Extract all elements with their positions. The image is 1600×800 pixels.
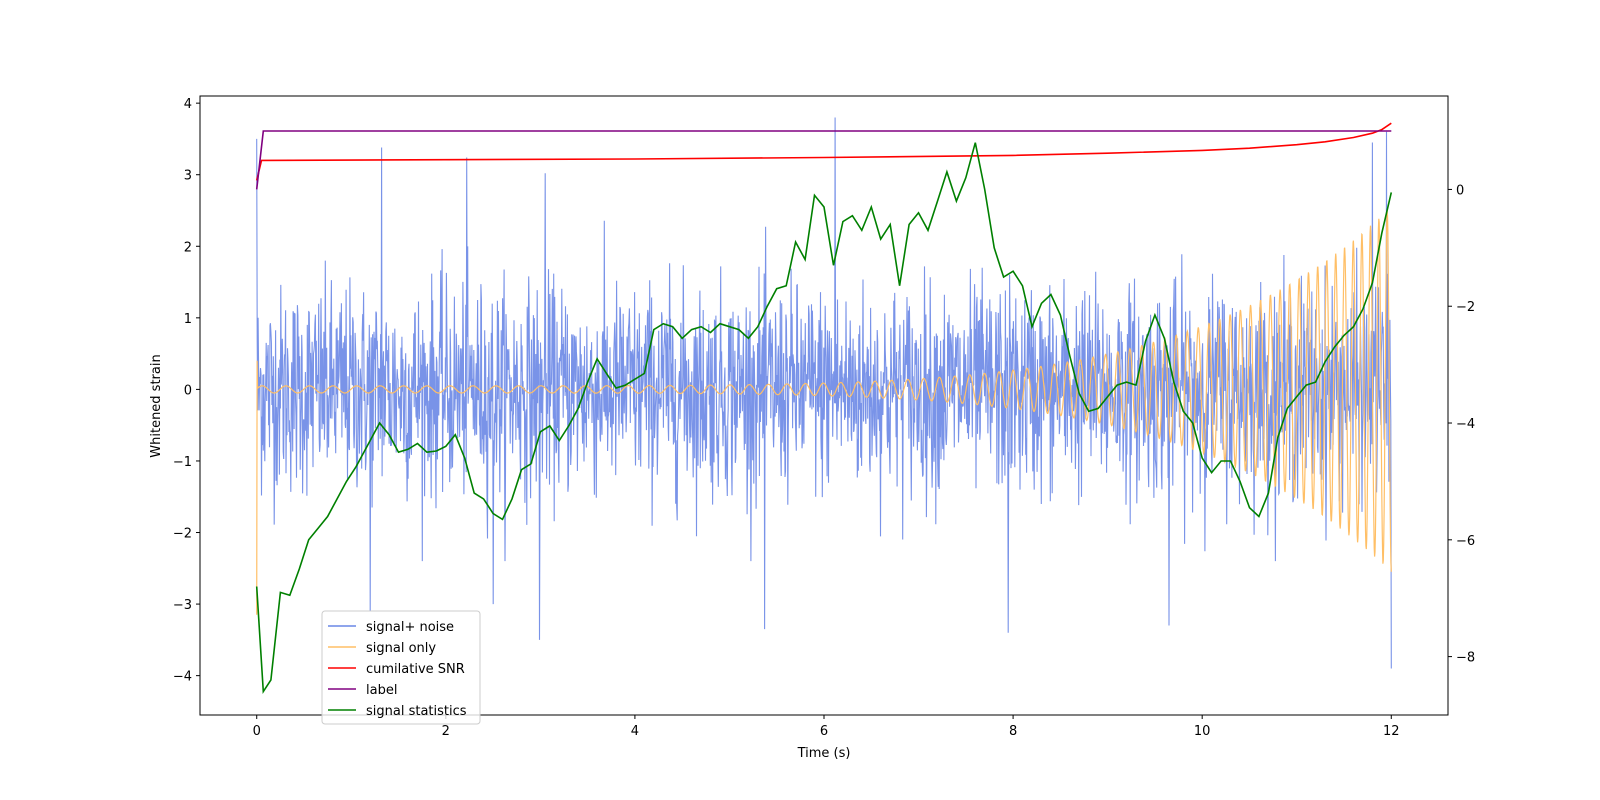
x-tick-label: 6 <box>820 724 828 739</box>
x-tick-label: 8 <box>1009 724 1017 739</box>
y-tick-label: −3 <box>173 598 192 613</box>
legend-item-cumulative-snr: cumilative SNR <box>328 662 465 677</box>
y-tick-label: −2 <box>173 527 192 542</box>
legend-label: signal+ noise <box>366 620 454 635</box>
y-axis-left: −4 −3 −2 −1 0 1 2 3 4 <box>173 97 200 685</box>
y-right-tick-label: −8 <box>1456 651 1475 666</box>
y-tick-label: 3 <box>184 169 192 184</box>
plot-area <box>255 117 1393 695</box>
x-tick-label: 4 <box>631 724 639 739</box>
legend-item-label: label <box>328 683 397 698</box>
y-axis-right: −8 −6 −4 −2 0 <box>1448 183 1475 666</box>
legend-label: label <box>366 683 397 698</box>
signal-statistics-line <box>255 142 1393 695</box>
y-tick-label: −1 <box>173 455 192 470</box>
legend-item-signal-noise: signal+ noise <box>328 620 454 635</box>
x-tick-label: 2 <box>442 724 450 739</box>
legend-label: signal statistics <box>366 704 467 719</box>
y-right-tick-label: −2 <box>1456 300 1475 315</box>
label-line <box>255 130 1392 190</box>
y-right-tick-label: 0 <box>1456 183 1464 198</box>
legend-item-signal-only: signal only <box>328 641 436 656</box>
x-tick-label: 10 <box>1194 724 1211 739</box>
legend-item-signal-statistics: signal statistics <box>328 704 467 719</box>
legend-label: signal only <box>366 641 436 656</box>
y-tick-label: 2 <box>184 240 192 255</box>
y-tick-label: −4 <box>173 670 192 685</box>
y-axis-label: Whitened strain <box>149 354 164 457</box>
y-right-tick-label: −4 <box>1456 417 1475 432</box>
x-axis-label: Time (s) <box>797 746 851 761</box>
signal-only-line <box>256 211 1392 615</box>
legend-box <box>321 610 481 725</box>
y-tick-label: 0 <box>184 383 192 398</box>
y-tick-label: 4 <box>184 97 192 112</box>
legend: signal+ noise signal only cumilative SNR la… <box>321 610 481 725</box>
x-tick-label: 0 <box>253 724 261 739</box>
cumulative-snr-line <box>255 122 1392 181</box>
y-right-tick-label: −6 <box>1456 534 1475 549</box>
y-tick-label: 1 <box>184 312 192 327</box>
legend-label: cumilative SNR <box>366 662 465 677</box>
x-tick-label: 12 <box>1383 724 1400 739</box>
